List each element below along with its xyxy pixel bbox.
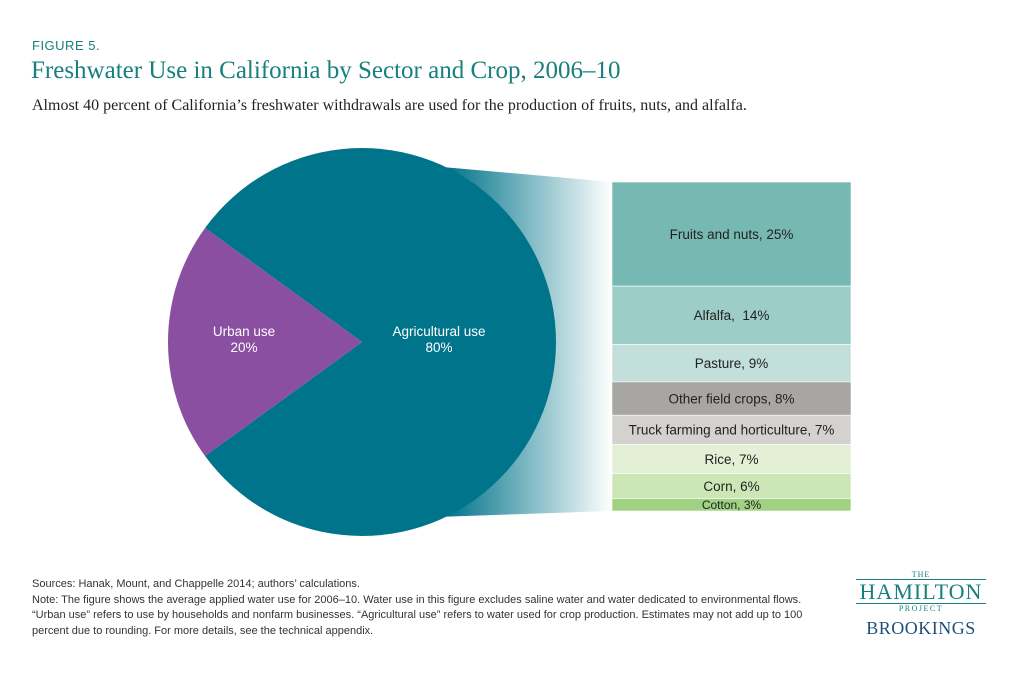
pie-value-urban-use: 20% xyxy=(230,340,257,355)
bar-label-rice-7: Rice, 7% xyxy=(704,452,758,467)
bar-segment-truck-farming-and-horticulture-7 xyxy=(611,414,852,445)
bar-segment-alfalfa-14 xyxy=(611,285,852,345)
bar-segment-rice-7 xyxy=(611,444,852,474)
bar-segment-fruits-and-nuts-25 xyxy=(611,181,852,287)
bar-segment-cotton-3 xyxy=(611,498,852,512)
chart-subtitle: Almost 40 percent of California’s freshw… xyxy=(32,97,747,114)
figure-label: FIGURE 5. xyxy=(32,38,101,53)
chart-title: Freshwater Use in California by Sector a… xyxy=(31,57,621,84)
sources-block: Sources: Hanak, Mount, and Chappelle 201… xyxy=(32,577,822,639)
logo-brookings: BROOKINGS xyxy=(866,618,976,638)
logo-project: PROJECT xyxy=(898,604,944,613)
sources-text: Sources: Hanak, Mount, and Chappelle 201… xyxy=(32,578,360,590)
pie-label-agricultural-use: Agricultural use xyxy=(392,324,485,339)
pie-value-agricultural-use: 80% xyxy=(425,340,452,355)
bar-label-alfalfa-14: Alfalfa, 14% xyxy=(694,308,770,323)
bar-segment-other-field-crops-8 xyxy=(611,381,852,416)
bar-segment-pasture-9 xyxy=(611,344,852,383)
logo-hamilton: HAMILTON xyxy=(855,579,987,604)
pie-slice-agricultural-use xyxy=(205,147,556,536)
bar-label-pasture-9: Pasture, 9% xyxy=(695,356,769,371)
bar-label-truck-farming-and-horticulture-7: Truck farming and horticulture, 7% xyxy=(629,423,835,438)
bar-label-cotton-3: Cotton, 3% xyxy=(702,498,762,512)
bar-segment-corn-6 xyxy=(611,473,852,499)
pie-slice-urban-use xyxy=(168,227,362,457)
logo-the: THE xyxy=(911,570,931,579)
hamilton-brookings-logo: THE HAMILTON PROJECT BROOKINGS xyxy=(846,570,996,639)
bar-label-fruits-and-nuts-25: Fruits and nuts, 25% xyxy=(670,227,794,242)
pie-label-urban-use: Urban use xyxy=(213,324,275,339)
note-text: Note: The figure shows the average appli… xyxy=(32,593,803,637)
bar-label-corn-6: Corn, 6% xyxy=(703,479,759,494)
bar-label-other-field-crops-8: Other field crops, 8% xyxy=(668,391,794,406)
